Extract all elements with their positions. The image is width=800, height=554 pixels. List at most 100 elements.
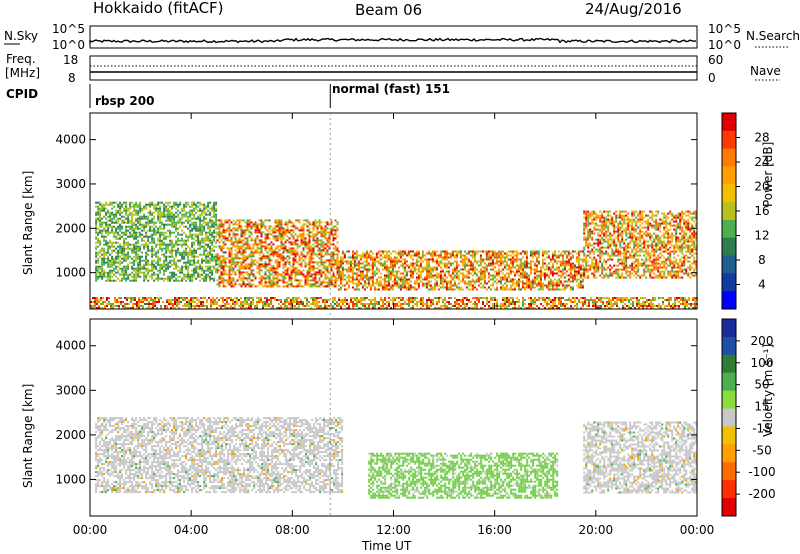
- power-echo-cell: [199, 247, 202, 250]
- power-echo-cell: [379, 264, 382, 267]
- power-echo-cell: [543, 252, 546, 255]
- power-echo-cell: [365, 268, 368, 271]
- power-echo-cell: [228, 273, 231, 276]
- power-echo-cell: [471, 256, 474, 259]
- power-echo-cell: [115, 231, 118, 234]
- power-echo-cell: [220, 219, 223, 222]
- power-echo-cell: [625, 268, 628, 271]
- power-echo-cell: [165, 237, 168, 240]
- power-echo-cell: [298, 255, 301, 258]
- power-echo-cell: [191, 235, 194, 238]
- power-echo-cell: [607, 212, 610, 215]
- power-echo-cell: [349, 264, 352, 267]
- power-echo-cell: [215, 245, 218, 248]
- power-echo-cell: [328, 233, 331, 236]
- power-echo-cell: [525, 250, 528, 253]
- power-echo-cell: [599, 238, 602, 241]
- power-echo-cell: [171, 215, 174, 218]
- power-echo-cell: [465, 274, 468, 277]
- power-echo-cell: [282, 265, 285, 268]
- power-echo-cell: [113, 245, 116, 248]
- power-echo-cell: [593, 262, 596, 265]
- power-echo-cell: [254, 259, 257, 262]
- power-echo-cell: [607, 224, 610, 227]
- power-echo-cell: [294, 261, 297, 264]
- power-echo-cell: [397, 260, 400, 263]
- power-echo-cell: [551, 262, 554, 265]
- power-echo-cell: [274, 267, 277, 270]
- x-axis-label: Time UT: [362, 539, 412, 553]
- power-echo-cell: [99, 225, 102, 228]
- power-echo-cell: [117, 217, 120, 220]
- power-echo-cell: [125, 265, 128, 268]
- power-echo-cell: [519, 280, 522, 283]
- power-echo-cell: [336, 221, 339, 224]
- power-echo-cell: [177, 215, 180, 218]
- power-echo-cell: [310, 231, 313, 234]
- power-echo-cell: [218, 263, 221, 266]
- power-echo-cell: [304, 281, 307, 284]
- power-echo-cell: [213, 207, 216, 210]
- power-echo-cell: [290, 225, 293, 228]
- power-echo-cell: [248, 275, 251, 278]
- power-echo-cell: [609, 236, 612, 239]
- power-echo-cell: [103, 221, 106, 224]
- power-echo-cell: [623, 268, 626, 271]
- power-echo-cell: [627, 226, 630, 229]
- power-echo-cell: [495, 252, 498, 255]
- power-echo-cell: [577, 270, 580, 273]
- power-echo-cell: [276, 277, 279, 280]
- power-echo-cell: [336, 253, 339, 256]
- power-echo-cell: [175, 235, 178, 238]
- power-echo-cell: [395, 276, 398, 279]
- power-echo-cell: [397, 270, 400, 273]
- power-echo-cell: [451, 268, 454, 271]
- power-echo-cell: [367, 284, 370, 287]
- power-echo-cell: [300, 251, 303, 254]
- power-echo-cell: [447, 272, 450, 275]
- power-echo-cell: [597, 216, 600, 219]
- power-echo-cell: [314, 241, 317, 244]
- power-echo-cell: [149, 249, 152, 252]
- power-echo-cell: [555, 254, 558, 257]
- power-echo-cell: [308, 233, 311, 236]
- power-echo-cell: [527, 286, 530, 289]
- power-echo-cell: [521, 274, 524, 277]
- power-echo-cell: [109, 231, 112, 234]
- power-echo-cell: [377, 250, 380, 253]
- power-echo-cell: [185, 267, 188, 270]
- power-echo-cell: [280, 221, 283, 224]
- power-echo-cell: [250, 285, 253, 288]
- power-echo-cell: [197, 233, 200, 236]
- power-echo-cell: [165, 205, 168, 208]
- power-echo-cell: [427, 260, 430, 263]
- power-echo-cell: [324, 273, 327, 276]
- power-echo-cell: [294, 225, 297, 228]
- power-echo-cell: [139, 265, 142, 268]
- power-echo-cell: [601, 214, 604, 217]
- power-echo-cell: [244, 285, 247, 288]
- power-echo-cell: [286, 285, 289, 288]
- power-echo-cell: [288, 277, 291, 280]
- power-echo-cell: [324, 281, 327, 284]
- power-echo-cell: [254, 249, 257, 252]
- power-echo-cell: [631, 266, 634, 269]
- power-echo-cell: [117, 255, 120, 258]
- power-echo-cell: [467, 280, 470, 283]
- power-echo-cell: [159, 271, 162, 274]
- power-echo-cell: [97, 237, 100, 240]
- power-echo-cell: [107, 261, 110, 264]
- power-echo-cell: [101, 273, 104, 276]
- power-echo-cell: [320, 269, 323, 272]
- power-echo-cell: [153, 221, 156, 224]
- power-echo-cell: [633, 242, 636, 245]
- power-echo-cell: [248, 253, 251, 256]
- power-echo-cell: [195, 235, 198, 238]
- power-echo-cell: [639, 254, 642, 257]
- power-echo-cell: [605, 220, 608, 223]
- power-echo-cell: [268, 283, 271, 286]
- power-echo-cell: [246, 271, 249, 274]
- power-echo-cell: [173, 275, 176, 278]
- power-echo-cell: [276, 223, 279, 226]
- power-echo-cell: [101, 217, 104, 220]
